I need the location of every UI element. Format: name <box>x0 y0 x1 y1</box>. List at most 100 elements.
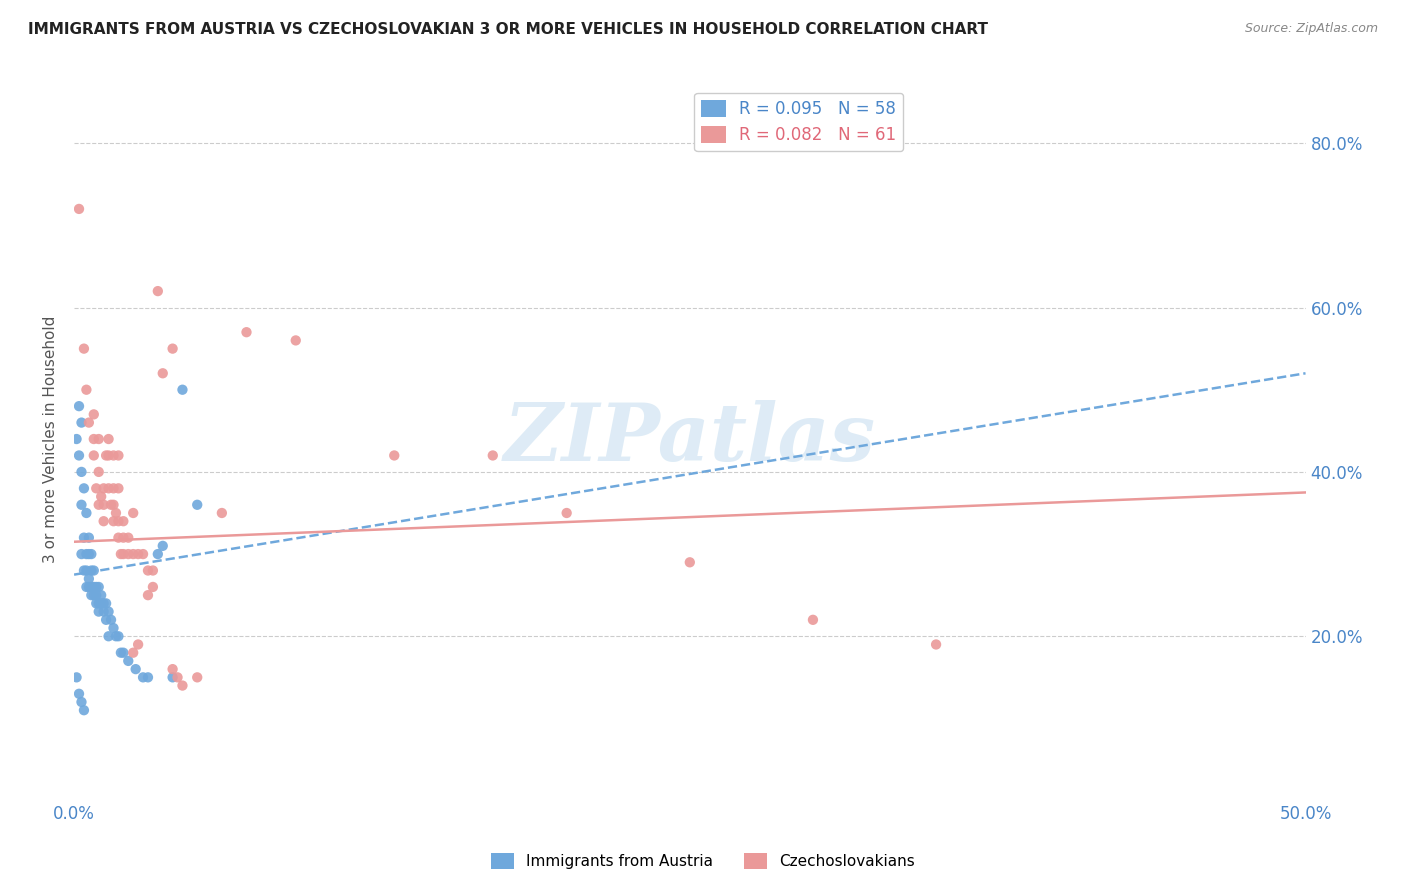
Point <box>110 646 132 660</box>
Point <box>75 580 97 594</box>
Point <box>172 679 194 693</box>
Point <box>122 506 145 520</box>
Point <box>93 605 115 619</box>
Point <box>94 449 117 463</box>
Point <box>172 383 194 397</box>
Point <box>77 572 100 586</box>
Point <box>65 432 87 446</box>
Point <box>73 481 96 495</box>
Point <box>107 514 129 528</box>
Point <box>84 481 107 495</box>
Point <box>103 514 125 528</box>
Point <box>146 284 169 298</box>
Point <box>75 547 97 561</box>
Point <box>75 383 97 397</box>
Point <box>83 432 105 446</box>
Point <box>124 662 146 676</box>
Point <box>87 432 110 446</box>
Legend: Immigrants from Austria, Czechoslovakians: Immigrants from Austria, Czechoslovakian… <box>485 847 921 875</box>
Point <box>211 506 233 520</box>
Point <box>93 498 115 512</box>
Point <box>235 325 257 339</box>
Point <box>73 531 96 545</box>
Point <box>83 580 105 594</box>
Point <box>122 646 145 660</box>
Point <box>73 564 96 578</box>
Point <box>97 481 120 495</box>
Point <box>67 202 90 216</box>
Point <box>103 481 125 495</box>
Point <box>77 416 100 430</box>
Point <box>481 449 503 463</box>
Point <box>103 498 125 512</box>
Point <box>87 465 110 479</box>
Point <box>80 580 103 594</box>
Point <box>73 342 96 356</box>
Point <box>146 547 169 561</box>
Point <box>87 605 110 619</box>
Point <box>801 613 824 627</box>
Point <box>127 638 149 652</box>
Point <box>152 539 174 553</box>
Point <box>112 547 135 561</box>
Point <box>97 449 120 463</box>
Point <box>117 531 139 545</box>
Point <box>142 564 165 578</box>
Y-axis label: 3 or more Vehicles in Household: 3 or more Vehicles in Household <box>44 316 58 563</box>
Point <box>84 596 107 610</box>
Point <box>75 564 97 578</box>
Point <box>80 547 103 561</box>
Point <box>70 695 93 709</box>
Point <box>90 596 112 610</box>
Point <box>166 670 188 684</box>
Point <box>103 449 125 463</box>
Point <box>80 588 103 602</box>
Point <box>87 498 110 512</box>
Point <box>67 399 90 413</box>
Point <box>75 506 97 520</box>
Point <box>136 564 159 578</box>
Legend: R = 0.095   N = 58, R = 0.082   N = 61: R = 0.095 N = 58, R = 0.082 N = 61 <box>695 93 903 151</box>
Point <box>107 449 129 463</box>
Point <box>87 596 110 610</box>
Text: Source: ZipAtlas.com: Source: ZipAtlas.com <box>1244 22 1378 36</box>
Point <box>100 498 122 512</box>
Point <box>103 621 125 635</box>
Point <box>67 449 90 463</box>
Point <box>152 366 174 380</box>
Point <box>679 555 702 569</box>
Point <box>84 588 107 602</box>
Text: ZIPatlas: ZIPatlas <box>503 401 876 478</box>
Text: IMMIGRANTS FROM AUSTRIA VS CZECHOSLOVAKIAN 3 OR MORE VEHICLES IN HOUSEHOLD CORRE: IMMIGRANTS FROM AUSTRIA VS CZECHOSLOVAKI… <box>28 22 988 37</box>
Point <box>136 670 159 684</box>
Point <box>67 687 90 701</box>
Point <box>107 531 129 545</box>
Point <box>186 670 208 684</box>
Point <box>162 662 184 676</box>
Point <box>70 416 93 430</box>
Point <box>77 531 100 545</box>
Point <box>94 596 117 610</box>
Point <box>122 547 145 561</box>
Point <box>142 580 165 594</box>
Point <box>284 334 307 348</box>
Point <box>110 547 132 561</box>
Point <box>83 564 105 578</box>
Point <box>925 638 948 652</box>
Point <box>382 449 405 463</box>
Point <box>83 449 105 463</box>
Point <box>87 580 110 594</box>
Point <box>80 564 103 578</box>
Point <box>84 580 107 594</box>
Point <box>83 588 105 602</box>
Point <box>107 481 129 495</box>
Point <box>90 588 112 602</box>
Point <box>555 506 578 520</box>
Point <box>162 342 184 356</box>
Point <box>132 670 155 684</box>
Point <box>65 670 87 684</box>
Point <box>162 670 184 684</box>
Point <box>70 498 93 512</box>
Point <box>112 531 135 545</box>
Point <box>77 547 100 561</box>
